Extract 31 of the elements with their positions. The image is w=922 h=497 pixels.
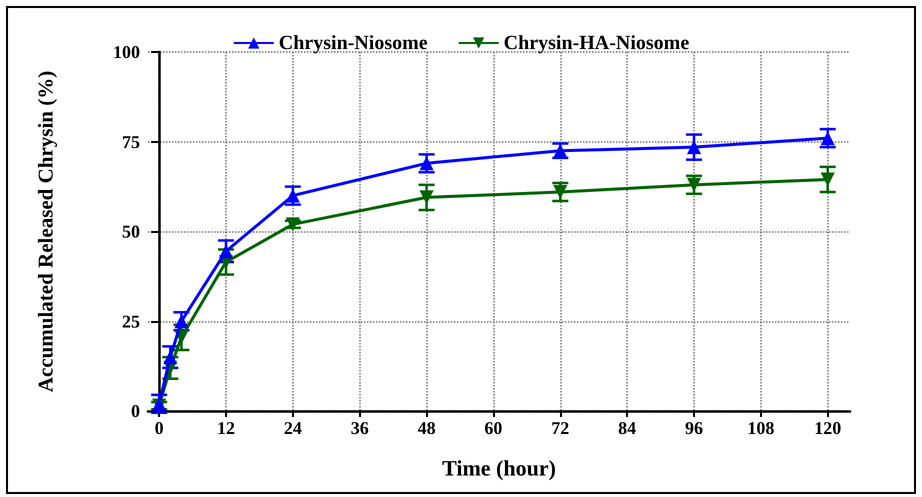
y-tick-label: 25	[122, 311, 140, 332]
point	[286, 188, 300, 203]
y-tick-label: 0	[131, 401, 140, 421]
point	[174, 314, 188, 328]
point	[687, 140, 701, 154]
point	[286, 217, 300, 232]
point	[420, 156, 434, 170]
y-tick-label: 50	[122, 222, 140, 242]
x-tick-label: 0	[154, 418, 164, 438]
x-tick-label: 12	[217, 418, 235, 438]
x-tick-label: 96	[685, 418, 703, 438]
y-tick-label: 75	[122, 132, 140, 152]
x-tick-label: 60	[484, 418, 502, 438]
y-tick-label: 100	[113, 42, 140, 62]
x-tick-label: 36	[350, 418, 369, 438]
x-tick-label: 120	[814, 418, 842, 438]
point	[820, 131, 835, 146]
point	[820, 172, 835, 186]
x-tick-label: 72	[551, 418, 570, 438]
x-axis-title: Time (hour)	[442, 456, 556, 480]
point	[219, 244, 233, 258]
x-tick-label: 108	[747, 418, 774, 438]
point	[163, 350, 178, 364]
x-tick-label: 48	[418, 418, 436, 438]
y-axis-title: Accumulated Released Chrysin (%)	[34, 70, 58, 392]
point	[420, 190, 434, 204]
point	[687, 178, 701, 192]
legend-label: Chrysin-HA-Niosome	[504, 32, 690, 54]
x-tick-label: 24	[284, 418, 302, 438]
legend-label: Chrysin-Niosome	[278, 32, 428, 54]
x-tick-label: 84	[618, 418, 636, 438]
